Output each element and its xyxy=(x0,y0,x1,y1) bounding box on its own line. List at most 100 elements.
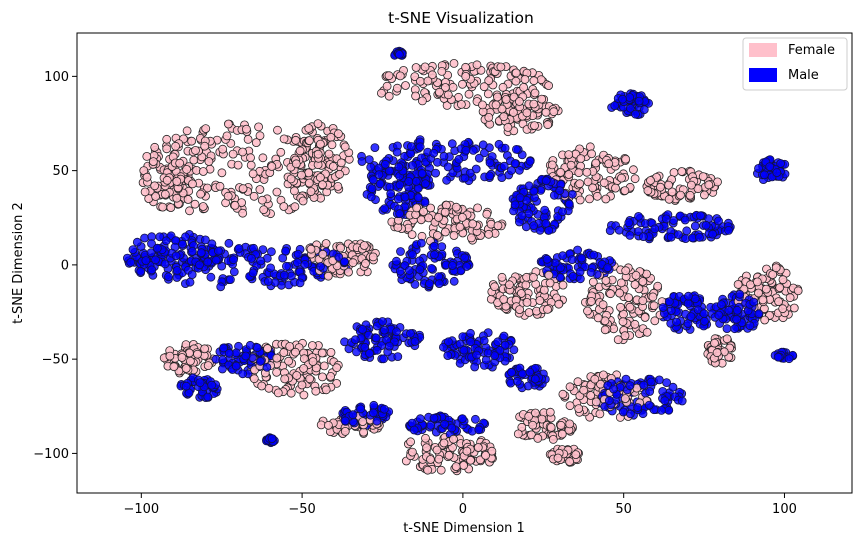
point-male xyxy=(132,237,142,247)
point-male xyxy=(370,143,380,153)
point-male xyxy=(185,277,195,287)
point-male xyxy=(128,245,138,255)
legend-label-male: Male xyxy=(788,68,819,83)
point-female xyxy=(449,59,459,68)
point-female xyxy=(676,190,685,200)
point-male xyxy=(171,251,181,261)
point-female xyxy=(545,407,555,417)
point-female xyxy=(359,427,369,437)
point-female xyxy=(601,194,611,204)
y-tick-label: 100 xyxy=(44,70,69,85)
point-female xyxy=(664,194,674,204)
point-female xyxy=(483,89,493,99)
point-female xyxy=(306,187,316,197)
point-female xyxy=(437,67,447,76)
point-female xyxy=(491,100,501,110)
point-female xyxy=(565,457,574,467)
point-female xyxy=(200,141,210,151)
point-female xyxy=(172,193,182,203)
point-male xyxy=(699,309,709,319)
point-female xyxy=(754,288,763,298)
point-male xyxy=(391,256,401,266)
point-female xyxy=(323,271,333,281)
point-female xyxy=(473,443,483,452)
point-male xyxy=(340,257,349,267)
point-male xyxy=(749,297,759,307)
point-male xyxy=(776,159,785,168)
point-female xyxy=(166,203,176,213)
point-male xyxy=(352,347,361,357)
point-male xyxy=(164,272,173,282)
point-male xyxy=(367,184,377,194)
point-female xyxy=(191,145,200,155)
y-tick-label: −50 xyxy=(42,353,69,368)
point-male xyxy=(722,324,732,334)
point-female xyxy=(733,279,743,289)
point-female xyxy=(319,361,329,371)
point-female xyxy=(785,293,795,303)
point-male xyxy=(292,258,302,268)
point-female xyxy=(217,168,227,178)
point-female xyxy=(564,170,574,179)
point-female xyxy=(558,280,568,290)
point-female xyxy=(290,202,300,212)
point-male xyxy=(241,351,251,361)
point-male xyxy=(404,177,414,186)
point-male xyxy=(507,368,517,377)
point-male xyxy=(625,230,635,240)
point-male xyxy=(369,400,379,410)
point-male xyxy=(474,153,484,163)
point-female xyxy=(484,76,494,85)
point-male xyxy=(379,354,389,364)
point-female xyxy=(546,422,556,432)
point-female xyxy=(434,87,444,97)
point-female xyxy=(554,299,564,309)
point-male xyxy=(368,175,378,185)
point-female xyxy=(424,213,434,223)
point-male xyxy=(542,254,552,264)
point-female xyxy=(321,239,331,248)
point-female xyxy=(600,325,610,335)
point-female xyxy=(279,202,289,211)
point-female xyxy=(427,70,437,80)
legend-swatch-female xyxy=(749,43,777,57)
point-female xyxy=(317,348,327,358)
point-female xyxy=(501,95,511,104)
point-female xyxy=(530,121,539,130)
point-male xyxy=(245,340,255,350)
point-male xyxy=(415,265,425,275)
y-axis: −100 −50 0 50 100 xyxy=(33,70,77,462)
point-female xyxy=(304,123,314,133)
point-female xyxy=(238,208,248,218)
point-male xyxy=(485,171,495,181)
point-male xyxy=(525,367,535,377)
point-female xyxy=(306,244,316,254)
point-male xyxy=(293,249,303,259)
point-male xyxy=(278,253,288,263)
point-female xyxy=(515,97,524,106)
point-female xyxy=(150,142,160,152)
point-male xyxy=(454,154,464,164)
point-female xyxy=(457,79,467,89)
point-female xyxy=(142,151,152,161)
point-female xyxy=(616,302,625,312)
point-male xyxy=(400,192,410,202)
point-male xyxy=(218,355,228,365)
point-female xyxy=(185,206,194,216)
point-female xyxy=(417,96,427,106)
point-male xyxy=(394,50,404,59)
point-male xyxy=(603,263,613,273)
point-female xyxy=(443,90,453,100)
point-female xyxy=(233,160,243,170)
point-male xyxy=(211,255,221,265)
point-male xyxy=(384,341,394,351)
point-male xyxy=(633,227,643,236)
point-female xyxy=(241,124,251,134)
point-male xyxy=(672,317,681,327)
point-male xyxy=(524,181,534,191)
point-male xyxy=(417,168,427,178)
point-male xyxy=(654,375,664,385)
point-female xyxy=(484,113,494,122)
point-female xyxy=(308,357,318,367)
point-female xyxy=(344,267,353,277)
